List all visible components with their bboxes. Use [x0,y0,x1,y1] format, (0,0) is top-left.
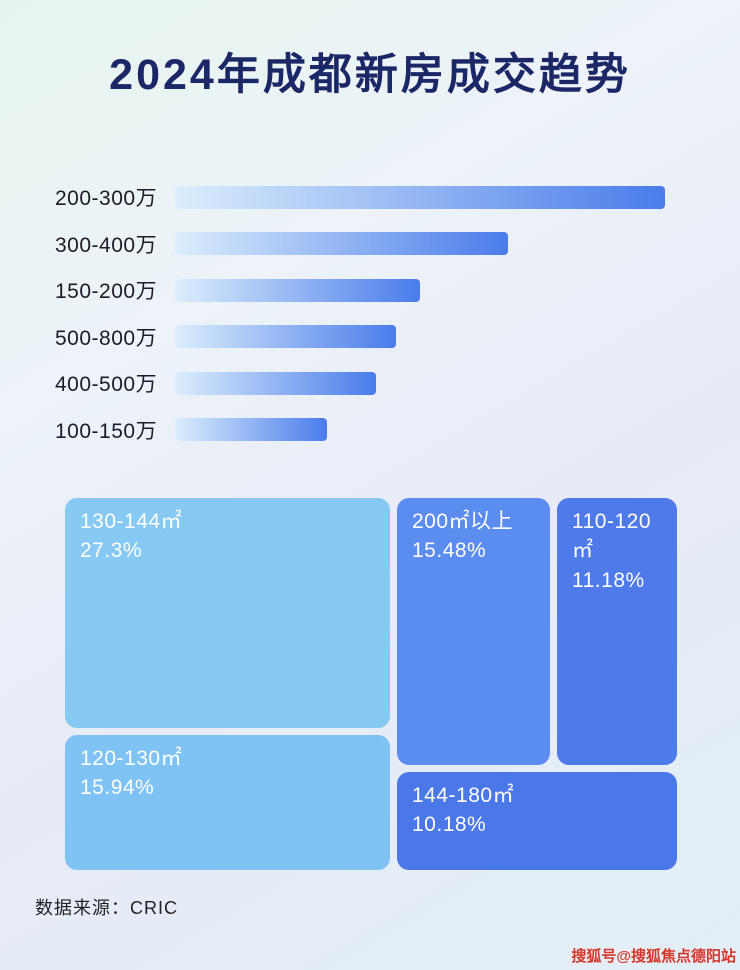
treemap-block-110-120: 110-120㎡ 11.18% [557,498,677,765]
treemap-block-share: 27.3% [80,539,143,563]
bar-fill [175,185,665,209]
treemap-block-144-180: 144-180㎡ 10.18% [397,772,677,870]
bar-track [175,185,665,209]
watermark-text: 搜狐号@搜狐焦点德阳站 [571,948,736,965]
treemap-block-120-130: 120-130㎡ 15.94% [65,735,390,870]
treemap-block-range: 120-130㎡ [80,747,183,770]
page-title: 2024年成都新房成交趋势 [109,51,631,99]
treemap-block-share: 11.18% [572,568,645,592]
bar-fill [175,371,376,395]
bar-track [175,371,665,395]
bar-fill [175,325,396,349]
bar-row: 100-150万 [55,407,695,454]
bar-category-label: 400-500万 [55,373,158,397]
bar-row: 400-500万 [55,360,695,407]
treemap-block-130-144: 130-144㎡ 27.3% [65,498,390,728]
treemap-block-share: 15.94% [80,776,155,800]
bar-fill [175,232,509,256]
treemap-block-range: 200㎡以上 [412,510,514,533]
bar-track [175,325,665,349]
bar-row: 500-800万 [55,314,695,361]
price-range-bar-chart: 200-300万 300-400万 150-200万 500-800万 400-… [55,174,695,453]
treemap-block-share: 10.18% [412,813,487,837]
bar-track [175,278,665,302]
treemap-block-range: 144-180㎡ [412,784,515,807]
treemap-block-share: 15.48% [412,539,487,563]
bar-category-label: 200-300万 [55,187,158,211]
bar-category-label: 500-800万 [55,326,158,350]
data-source-label: 数据来源：CRIC [35,898,178,918]
bar-category-label: 150-200万 [55,280,158,304]
bar-row: 200-300万 [55,174,695,221]
treemap-block-range: 110-120㎡ [572,510,652,563]
bar-track [175,418,665,442]
bar-row: 300-400万 [55,221,695,268]
bar-category-label: 300-400万 [55,233,158,257]
area-share-treemap: 130-144㎡ 27.3% 200㎡以上 15.48% 110-120㎡ 11… [65,498,677,870]
bar-fill [175,278,420,302]
bar-fill [175,418,327,442]
treemap-block-200plus: 200㎡以上 15.48% [397,498,550,765]
treemap-block-range: 130-144㎡ [80,510,183,533]
bar-track [175,232,665,256]
bar-row: 150-200万 [55,267,695,314]
bar-category-label: 100-150万 [55,419,158,443]
